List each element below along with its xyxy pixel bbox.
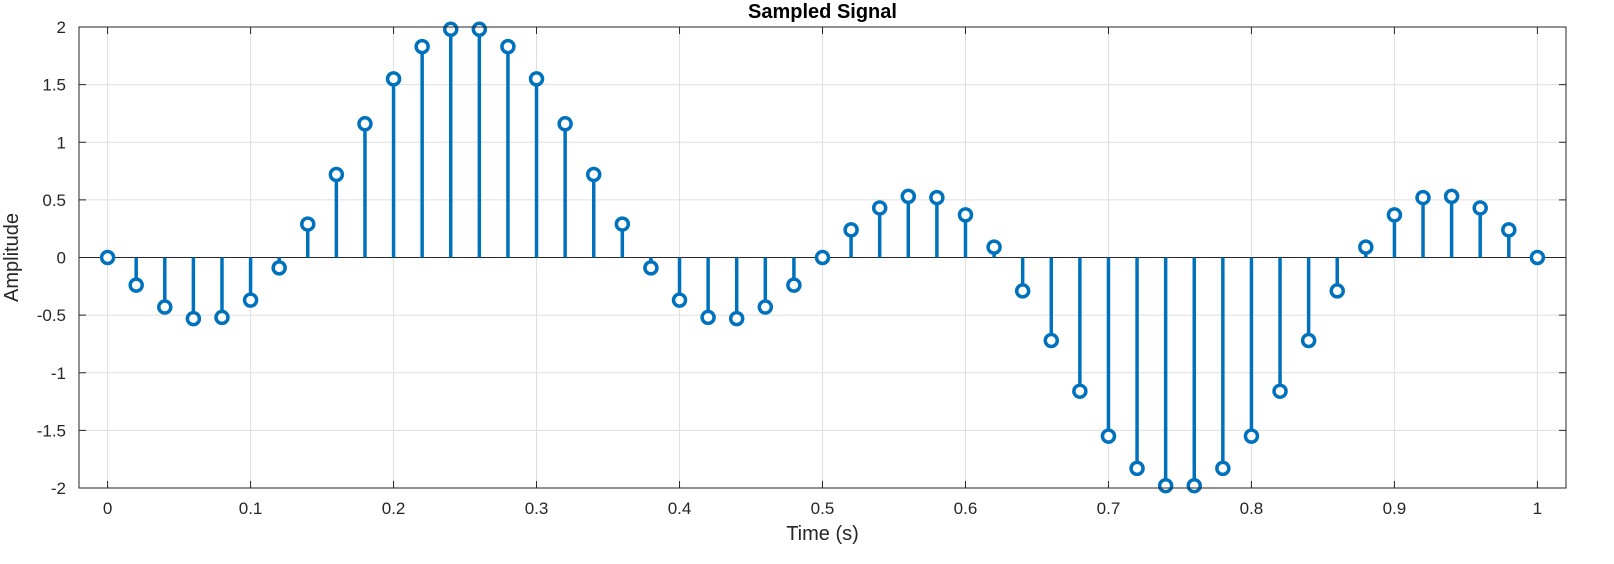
stem-marker	[786, 277, 802, 293]
stem-marker	[1501, 222, 1517, 238]
stem-marker	[1472, 200, 1488, 216]
stem-marker	[1186, 477, 1202, 494]
stem-marker	[871, 200, 888, 216]
stem-marker	[328, 166, 345, 183]
stem-marker	[157, 299, 173, 315]
stem-marker	[557, 116, 573, 132]
stem-marker	[99, 249, 116, 266]
y-tick-label: -0.5	[37, 306, 66, 325]
x-axis-label: Time (s)	[786, 523, 859, 545]
stem-marker	[1072, 383, 1088, 399]
stem-marker	[1215, 460, 1231, 477]
y-tick-label: -1.5	[37, 421, 66, 440]
stem-marker	[1443, 188, 1460, 205]
stem-marker	[700, 309, 716, 326]
stem-marker	[357, 116, 373, 132]
y-tick-label: -1	[51, 364, 66, 383]
y-tick-label: 2	[57, 18, 66, 37]
stem-marker	[757, 299, 774, 315]
stem-marker	[271, 260, 287, 276]
stem-marker	[1043, 332, 1060, 349]
x-tick-label: 0.5	[811, 499, 835, 518]
stem-marker	[814, 249, 831, 266]
stem-marker	[671, 292, 688, 308]
stem-marker	[728, 310, 745, 327]
stem-marker	[185, 310, 202, 327]
stem-marker	[385, 71, 402, 87]
y-tick-label: 0.5	[42, 191, 66, 210]
x-tick-label: 0.8	[1240, 499, 1264, 518]
stem-marker	[471, 21, 488, 38]
stem-marker	[1100, 428, 1117, 444]
stem-marker	[1358, 239, 1374, 255]
stem-marker	[1157, 477, 1174, 494]
x-tick-label: 1	[1533, 499, 1542, 518]
stem-marker	[443, 21, 459, 38]
stem-marker	[214, 309, 230, 326]
stem-marker	[1386, 207, 1403, 223]
tick-layer: 0 0.1 0.2 0.3 0.4 0.5 0.6 0.7 0.8 0.9 1 -2 -1.5 -1 -0.…	[37, 18, 1566, 518]
y-tick-label: 0	[57, 249, 66, 268]
stem-marker	[1415, 189, 1431, 206]
x-tick-label: 0.2	[382, 499, 406, 518]
x-tick-label: 0.3	[525, 499, 549, 518]
stem-marker	[500, 38, 516, 55]
x-tick-label: 0.4	[668, 499, 692, 518]
stem-marker	[1243, 428, 1260, 444]
x-tick-label: 0.7	[1097, 499, 1121, 518]
stem-marker	[614, 216, 631, 232]
stem-marker	[1300, 332, 1317, 349]
stem-marker	[1272, 383, 1288, 399]
y-tick-label: -2	[51, 479, 66, 498]
y-tick-label: 1.5	[42, 76, 66, 95]
stem-marker	[242, 292, 259, 308]
y-axis-label: Amplitude	[1, 213, 23, 302]
stem-marker	[1014, 283, 1031, 299]
stem-marker	[414, 38, 430, 55]
stem-marker	[1329, 283, 1345, 299]
stem-marker	[1129, 460, 1145, 477]
stem-marker	[300, 216, 316, 232]
x-tick-label: 0.1	[239, 499, 263, 518]
y-tick-label: 1	[57, 133, 66, 152]
stem-marker	[528, 71, 545, 87]
x-tick-label: 0.9	[1383, 499, 1407, 518]
stem-marker	[929, 189, 945, 206]
x-tick-label: 0	[103, 499, 112, 518]
stem-marker	[1529, 249, 1546, 266]
stem-marker	[585, 166, 602, 183]
stem-marker	[843, 222, 859, 238]
stem-marker	[128, 277, 144, 293]
stem-marker	[643, 260, 659, 276]
stem-marker	[957, 207, 974, 223]
stem-layer	[99, 21, 1546, 494]
stem-marker	[986, 239, 1002, 255]
x-tick-label: 0.6	[954, 499, 978, 518]
chart-title: Sampled Signal	[748, 1, 897, 23]
stem-marker	[900, 188, 917, 205]
